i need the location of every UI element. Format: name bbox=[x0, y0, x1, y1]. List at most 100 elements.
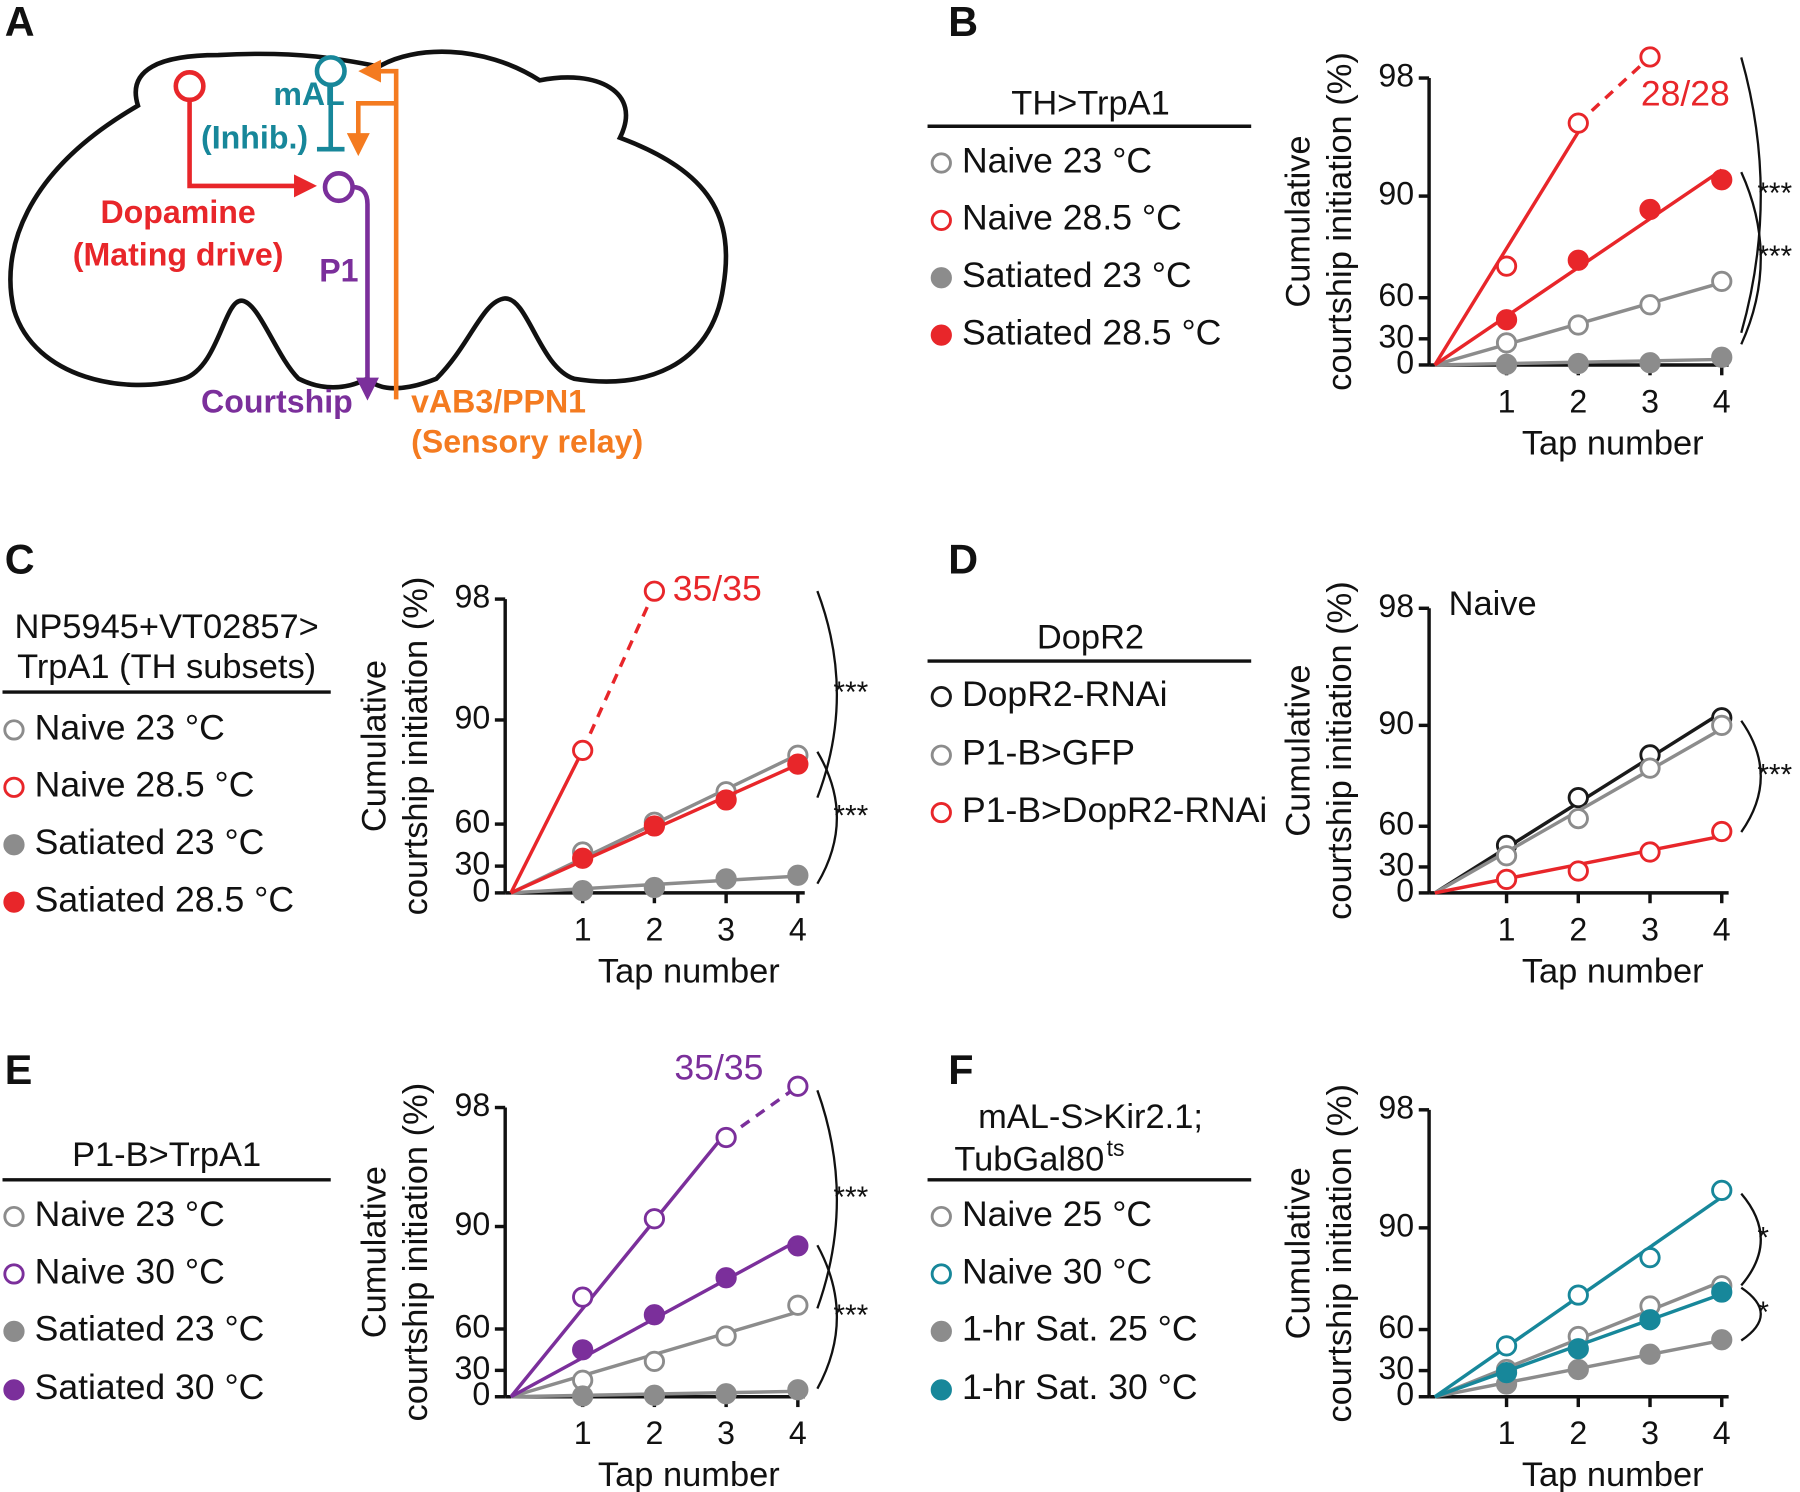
data-point bbox=[1567, 112, 1589, 134]
legend-marker bbox=[3, 1205, 25, 1228]
legend-label: Satiated 23 °C bbox=[35, 1309, 265, 1349]
legend-marker bbox=[930, 1263, 952, 1285]
legend-title: TH>TrpA1 bbox=[1011, 85, 1169, 123]
y-tick-label: 60 bbox=[455, 804, 491, 840]
data-point bbox=[1711, 346, 1733, 368]
legend-marker bbox=[930, 152, 952, 174]
y-tick-label: 98 bbox=[1378, 58, 1414, 94]
x-tick-label: 2 bbox=[1569, 1415, 1587, 1451]
p1-axon bbox=[352, 184, 379, 401]
data-point bbox=[1711, 1281, 1733, 1303]
y-tick-label: 30 bbox=[1378, 1350, 1414, 1386]
data-point bbox=[1639, 198, 1661, 221]
legend-title: NP5945+VT02857> bbox=[14, 608, 318, 646]
data-point bbox=[1639, 1309, 1661, 1331]
data-point bbox=[1495, 255, 1518, 277]
data-point bbox=[1495, 868, 1518, 890]
y-axis-title: courtship initiation (%) bbox=[1321, 581, 1359, 920]
significance-bracket bbox=[1740, 171, 1762, 345]
significance-bracket bbox=[816, 1089, 839, 1309]
legend-label: Naive 30 °C bbox=[35, 1251, 225, 1291]
y-tick-label: 30 bbox=[1378, 846, 1414, 882]
data-point bbox=[787, 1075, 809, 1097]
x-tick-label: 4 bbox=[789, 1415, 807, 1451]
legend-marker bbox=[930, 801, 952, 824]
data-point bbox=[1567, 1358, 1589, 1381]
significance-label: *** bbox=[1757, 177, 1792, 210]
legend-marker bbox=[3, 776, 25, 798]
data-point bbox=[1639, 46, 1661, 68]
y-tick-label: 0 bbox=[472, 1376, 490, 1412]
x-tick-label: 2 bbox=[645, 911, 663, 947]
relay-label: (Sensory relay) bbox=[411, 424, 643, 460]
legend-label: Naive 28.5 °C bbox=[35, 765, 255, 805]
y-axis-title: Cumulative bbox=[1280, 1167, 1318, 1339]
mal-axon bbox=[316, 84, 345, 152]
annotation: 35/35 bbox=[674, 1048, 763, 1088]
y-axis-title: courtship initiation (%) bbox=[397, 577, 435, 916]
dopamine-soma bbox=[173, 70, 206, 103]
data-point bbox=[1639, 352, 1661, 374]
brain-outline bbox=[8, 49, 729, 391]
legend-label: 1-hr Sat. 30 °C bbox=[962, 1367, 1198, 1407]
y-tick-label: 98 bbox=[455, 579, 491, 615]
data-point bbox=[715, 1267, 737, 1289]
data-point bbox=[643, 1350, 666, 1373]
y-tick-label: 90 bbox=[455, 1206, 491, 1242]
data-point bbox=[1495, 353, 1518, 375]
data-point bbox=[1567, 249, 1589, 271]
legend-title: TrpA1 (TH subsets) bbox=[17, 648, 316, 686]
significance-label: *** bbox=[833, 676, 868, 709]
significance-label: * bbox=[1757, 1221, 1769, 1254]
significance-label: *** bbox=[833, 1299, 868, 1332]
mating-label: (Mating drive) bbox=[73, 237, 284, 273]
data-point bbox=[643, 1304, 666, 1326]
y-axis-title: Cumulative bbox=[1280, 135, 1318, 307]
mal-label: mAL bbox=[273, 76, 344, 112]
significance-bracket bbox=[816, 751, 838, 885]
y-tick-label: 60 bbox=[1378, 277, 1414, 313]
p1-soma bbox=[322, 171, 355, 204]
significance-label: * bbox=[1757, 1296, 1769, 1329]
legend-label: Naive 23 °C bbox=[35, 707, 225, 747]
y-tick-label: 90 bbox=[1378, 705, 1414, 741]
y-tick-label: 30 bbox=[455, 846, 491, 882]
y-tick-label: 60 bbox=[1378, 806, 1414, 842]
legend-marker bbox=[930, 1320, 952, 1342]
data-point bbox=[1567, 807, 1589, 830]
legend-label: P1-B>GFP bbox=[962, 733, 1135, 773]
legend-marker bbox=[3, 719, 25, 741]
y-tick-label: 0 bbox=[1396, 872, 1414, 908]
legend-label: Naive 23 °C bbox=[35, 1194, 225, 1234]
data-point bbox=[715, 1126, 737, 1149]
y-tick-label: 60 bbox=[455, 1308, 491, 1344]
data-point bbox=[787, 1235, 809, 1257]
legend-title-sup: ts bbox=[1107, 1135, 1125, 1161]
x-tick-label: 2 bbox=[1569, 383, 1587, 419]
data-point bbox=[1711, 270, 1733, 293]
legend-marker bbox=[930, 267, 952, 289]
dashed-extension bbox=[1577, 55, 1652, 125]
data-point bbox=[572, 739, 594, 762]
x-tick-label: 1 bbox=[574, 911, 592, 947]
legend-label: Satiated 23 °C bbox=[962, 255, 1192, 295]
legend-marker bbox=[3, 1320, 25, 1342]
legend-marker bbox=[930, 209, 952, 231]
y-tick-label: 0 bbox=[1396, 344, 1414, 380]
vab3-label: vAB3/PPN1 bbox=[411, 383, 586, 419]
significance-bracket bbox=[816, 1244, 838, 1390]
significance-bracket bbox=[816, 590, 838, 799]
legend-marker bbox=[930, 744, 952, 766]
data-point bbox=[1639, 1246, 1661, 1269]
y-tick-label: 90 bbox=[455, 699, 491, 735]
data-point bbox=[1567, 1284, 1589, 1306]
significance-label: *** bbox=[833, 800, 868, 833]
vab3-axon bbox=[358, 59, 399, 400]
legend-marker bbox=[3, 834, 25, 856]
legend-label: Satiated 30 °C bbox=[35, 1367, 265, 1407]
data-point bbox=[1495, 1335, 1518, 1357]
x-axis-title: Tap number bbox=[598, 952, 780, 990]
inhib-label: (Inhib.) bbox=[201, 120, 308, 156]
x-tick-label: 4 bbox=[1713, 911, 1731, 947]
